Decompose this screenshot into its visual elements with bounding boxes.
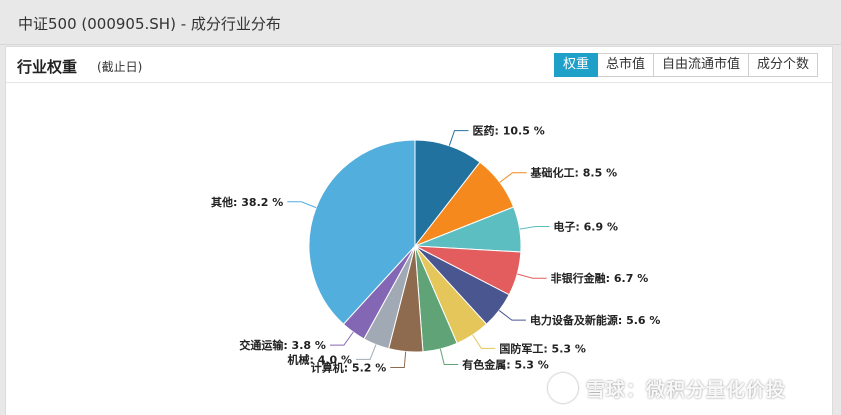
- slice-label: 计算机: 5.2 %: [311, 361, 387, 375]
- slice-label: 基础化工: 8.5 %: [530, 166, 618, 180]
- leader-line: [287, 201, 317, 209]
- slice-label: 国防军工: 5.3 %: [499, 341, 586, 355]
- leader-line: [499, 172, 527, 183]
- leader-line: [519, 226, 550, 230]
- pie-slice[interactable]: [414, 139, 481, 248]
- watermark: 雪球：微积分量化价投: [548, 372, 786, 404]
- page-title: 中证500 (000905.SH) - 成分行业分布: [18, 15, 281, 33]
- watermark-text: 雪球：微积分量化价投: [586, 378, 787, 401]
- slice-label: 电力设备及新能源: 5.6 %: [530, 313, 661, 327]
- tab-total-market-cap[interactable]: 总市值: [597, 53, 654, 77]
- leader-line: [439, 348, 459, 365]
- leader-line: [472, 334, 496, 349]
- slice-label: 其他: 38.2 %: [211, 195, 283, 209]
- slice-label: 有色金属: 5.3 %: [462, 357, 549, 371]
- slice-label: 非银行金融: 6.7 %: [551, 271, 649, 285]
- leader-line: [356, 344, 377, 360]
- snowball-logo-icon: [548, 373, 578, 403]
- metric-tabs: 权重 总市值 自由流通市值 成分个数: [553, 53, 818, 77]
- leader-line: [517, 273, 547, 279]
- panel-header: 行业权重 (截止日) 权重 总市值 自由流通市值 成分个数: [6, 47, 832, 83]
- slice-label: 电子: 6.9 %: [553, 220, 618, 234]
- panel-subtitle: (截止日): [97, 60, 143, 74]
- tab-weight[interactable]: 权重: [553, 53, 598, 77]
- pie-slice[interactable]: [308, 139, 416, 325]
- leader-line: [498, 310, 526, 321]
- leader-line: [329, 331, 354, 346]
- top-bar: 中证500 (000905.SH) - 成分行业分布: [0, 0, 841, 45]
- leader-line: [390, 351, 407, 369]
- panel-title: 行业权重: [17, 58, 78, 76]
- slice-label: 医药: 10.5 %: [473, 124, 545, 138]
- slice-label: 交通运输: 3.8 %: [239, 338, 326, 352]
- tab-free-float-market-cap[interactable]: 自由流通市值: [653, 53, 749, 77]
- tab-constituent-count[interactable]: 成分个数: [748, 53, 818, 77]
- leader-line: [448, 130, 469, 146]
- slice-label: 机械: 4.0 %: [288, 352, 353, 366]
